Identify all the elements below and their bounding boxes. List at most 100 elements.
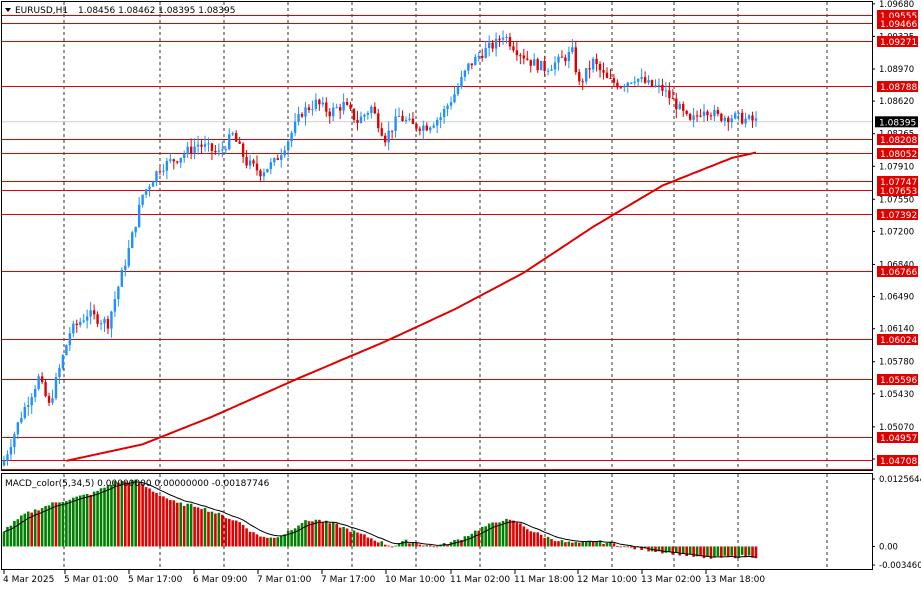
candle-bull <box>27 405 30 407</box>
candle-bull <box>169 159 172 161</box>
macd-bar <box>747 546 751 556</box>
candle-bull <box>65 345 68 356</box>
macd-bar <box>498 522 501 547</box>
macd-bar <box>577 542 581 547</box>
candle-bear <box>349 104 352 109</box>
macd-bar <box>366 537 370 547</box>
price-panel[interactable] <box>1 1 873 471</box>
candle-bear <box>612 77 616 83</box>
candle-bull <box>432 125 435 128</box>
candle-bear <box>595 58 598 64</box>
macd-bar <box>137 483 141 547</box>
macd-bar <box>20 515 23 547</box>
candle-bear <box>498 38 501 40</box>
candle-bull <box>397 115 401 117</box>
macd-bar <box>359 533 363 547</box>
candle-bear <box>481 55 484 58</box>
macd-bar <box>186 503 189 547</box>
macd-bar <box>546 536 550 547</box>
macd-bar <box>311 521 314 547</box>
candle-bull <box>623 86 626 88</box>
macd-bar <box>148 488 151 547</box>
macd-bar <box>106 485 110 547</box>
macd-bar <box>744 546 747 557</box>
ohlc-values: 1.08456 1.08462 1.08395 1.08395 <box>78 6 235 16</box>
candle-bull <box>321 102 325 105</box>
macd-bar <box>130 480 134 547</box>
macd-bar <box>345 528 349 547</box>
macd-bar <box>51 502 54 547</box>
candle-bull <box>248 160 252 166</box>
candle-bull <box>692 115 695 120</box>
candle-bear <box>377 113 380 129</box>
macd-bar <box>158 495 162 547</box>
macd-bar <box>605 543 609 547</box>
macd-bar <box>688 546 692 555</box>
macd-bar <box>720 546 723 558</box>
macd-bar <box>175 502 179 547</box>
candle-bear <box>602 70 605 73</box>
macd-bar <box>519 523 522 547</box>
macd-bar <box>411 542 415 547</box>
macd-bar <box>626 546 630 548</box>
candle-bear <box>245 156 248 166</box>
macd-bar <box>609 541 612 547</box>
candle-bear <box>356 119 359 123</box>
time-tick-label: 7 Mar 17:00 <box>321 575 376 585</box>
macd-bar <box>169 500 172 547</box>
level-price-tag <box>877 176 918 187</box>
macd-bar <box>321 522 325 547</box>
macd-bar <box>508 519 512 547</box>
macd-bar <box>40 508 44 547</box>
macd-bar <box>730 546 734 556</box>
price-tick-label: 1.07200 <box>879 227 914 237</box>
candle-bull <box>584 68 588 82</box>
macd-bar <box>505 518 508 547</box>
macd-bar <box>300 523 304 547</box>
candle-bear <box>605 72 609 78</box>
macd-bar <box>352 530 356 547</box>
macd-bar <box>456 539 460 547</box>
time-axis[interactable]: 4 Mar 2025 5 Mar 01:00 5 Mar 17:00 6 Mar 09… <box>3 570 765 585</box>
macd-bar <box>141 483 144 547</box>
macd-bar <box>588 540 591 547</box>
price-axis[interactable]: 1.096801.093251.089701.086201.082651.079… <box>872 0 914 465</box>
macd-bar <box>695 546 699 557</box>
level-price-tag <box>877 36 918 47</box>
macd-bar <box>376 542 380 547</box>
level-lines[interactable] <box>2 15 872 470</box>
macd-bar <box>172 500 176 547</box>
macd-bar <box>307 521 311 547</box>
candle-bull <box>477 55 480 57</box>
candle-bear <box>529 59 532 66</box>
macd-bar <box>737 546 740 558</box>
candle-bull <box>117 286 120 300</box>
candle-bull <box>550 69 553 71</box>
macd-bar <box>37 510 40 547</box>
level-price-label: 1.09271 <box>880 38 917 48</box>
macd-bar <box>557 541 560 547</box>
triangle-down-icon[interactable] <box>5 8 11 12</box>
candle-bull <box>630 82 633 84</box>
candle-bull <box>269 162 273 170</box>
candle-bear <box>338 107 342 111</box>
time-tick-label: 7 Mar 01:00 <box>257 575 312 585</box>
candle-bull <box>228 134 231 150</box>
macd-bar <box>598 540 602 547</box>
macd-bar <box>543 537 546 547</box>
macd-bar <box>560 540 564 547</box>
macd-bar <box>196 507 200 547</box>
level-price-tag <box>877 81 918 92</box>
macd-bar <box>574 541 578 547</box>
macd-bar <box>494 522 498 547</box>
macd-bar <box>110 484 113 547</box>
macd-bar <box>200 509 203 547</box>
macd-bar <box>65 501 68 547</box>
macd-bar <box>283 534 287 547</box>
current-price-marker <box>875 116 918 128</box>
candle-bear <box>512 46 515 51</box>
candle-bull <box>314 99 318 109</box>
macd-bar <box>33 509 37 547</box>
candle-bear <box>307 107 311 110</box>
